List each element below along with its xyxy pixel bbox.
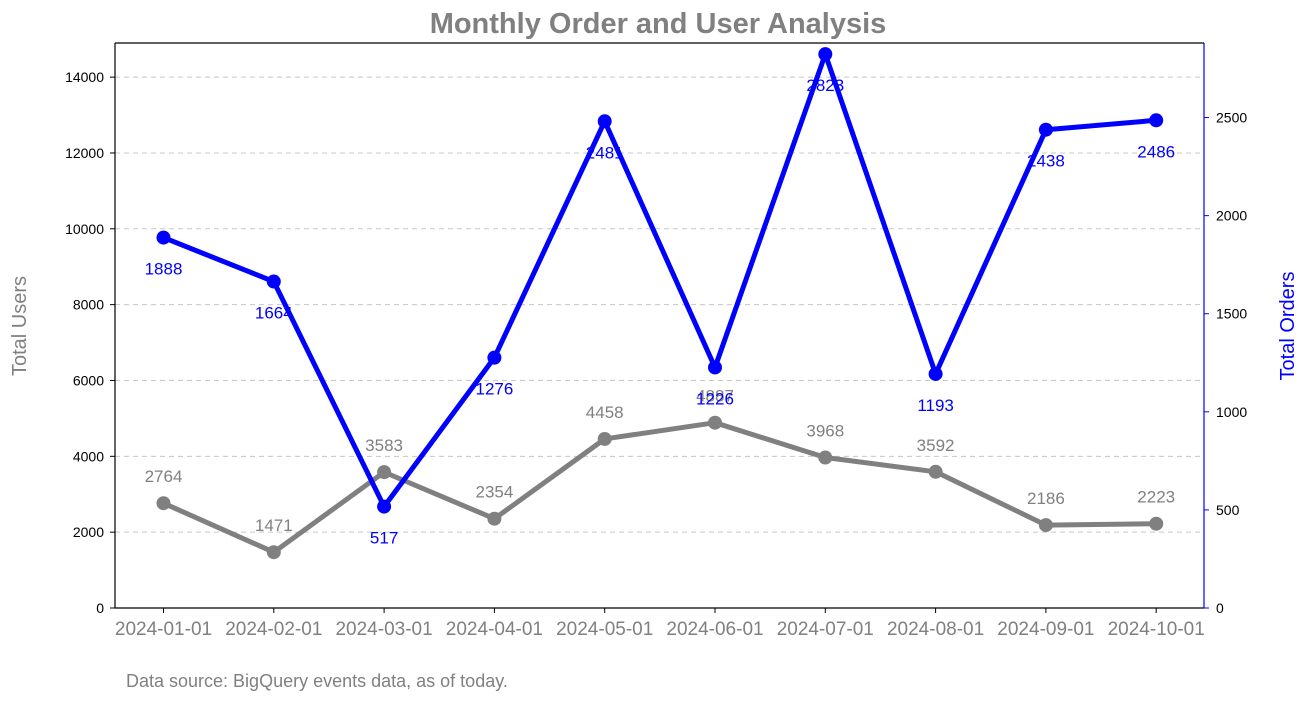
users-data-label: 3592	[917, 436, 955, 455]
x-tick-label: 2024-05-01	[556, 619, 653, 640]
users-point	[266, 545, 281, 560]
right-tick-label: 0	[1216, 600, 1224, 616]
users-line	[161, 420, 1159, 555]
x-axis-ticks: 2024-01-01 2024-02-01 2024-03-01 2024-04-01…	[115, 608, 1205, 640]
left-axis-ticks: 0 2000 4000 6000 8000 10000 12000 14000	[65, 69, 115, 616]
chart-title: Monthly Order and User Analysis	[430, 8, 887, 40]
users-point	[708, 415, 722, 430]
left-tick-label: 4000	[73, 448, 104, 464]
users-point	[1149, 516, 1164, 531]
users-point	[1038, 518, 1053, 533]
orders-data-label: 2438	[1027, 152, 1065, 171]
users-point	[377, 465, 392, 480]
y-axis-left-label: Total Users	[9, 276, 31, 376]
orders-data-label: 517	[370, 529, 398, 548]
orders-line	[161, 51, 1159, 510]
users-data-label: 3968	[806, 422, 844, 441]
left-tick-label: 8000	[73, 297, 104, 313]
left-tick-label: 10000	[65, 221, 104, 237]
data-labels: 2764 1471 3583 2354 4458 4887 3968 3592 2186 2223…	[145, 76, 1176, 547]
users-data-label: 2186	[1027, 489, 1065, 508]
axes	[114, 42, 1205, 609]
orders-point	[266, 274, 281, 289]
users-data-label: 1471	[255, 516, 293, 535]
users-data-label: 3583	[365, 436, 403, 455]
users-point	[818, 450, 833, 465]
left-tick-label: 2000	[73, 524, 104, 540]
footnote: Data source: BigQuery events data, as of…	[126, 671, 508, 691]
orders-point	[487, 350, 502, 365]
x-tick-label: 2024-10-01	[1108, 619, 1205, 640]
left-tick-label: 0	[96, 600, 104, 616]
orders-data-label: 2481	[586, 143, 624, 162]
orders-data-label: 1276	[475, 380, 513, 399]
users-point	[928, 464, 943, 479]
x-tick-label: 2024-04-01	[446, 619, 543, 640]
x-tick-label: 2024-09-01	[997, 619, 1094, 640]
users-point	[156, 496, 171, 511]
orders-data-label: 1664	[255, 304, 293, 323]
orders-point	[928, 366, 943, 381]
left-tick-label: 6000	[73, 372, 104, 388]
grid-lines	[115, 76, 1204, 533]
orders-data-label: 2823	[806, 76, 844, 95]
orders-point	[818, 47, 833, 62]
orders-data-label: 1888	[145, 260, 183, 279]
users-data-label: 4887	[696, 387, 734, 406]
y-axis-right-label: Total Orders	[1277, 272, 1299, 381]
users-point	[597, 431, 612, 446]
orders-data-label: 1226	[696, 389, 734, 408]
orders-point	[156, 230, 171, 245]
x-tick-label: 2024-01-01	[115, 619, 212, 640]
orders-data-label: 2486	[1137, 142, 1175, 161]
orders-point	[597, 114, 612, 129]
users-data-label: 4458	[586, 403, 624, 422]
users-data-label: 2354	[475, 483, 513, 502]
orders-point	[1149, 113, 1164, 128]
users-point	[487, 511, 502, 526]
users-data-label: 2223	[1137, 488, 1175, 507]
orders-data-label: 1193	[917, 396, 954, 415]
left-tick-label: 14000	[65, 69, 104, 85]
users-data-label: 2764	[145, 467, 183, 486]
right-tick-label: 1000	[1216, 404, 1247, 420]
series-layer	[156, 47, 1164, 560]
right-axis-ticks: 0 500 1000 1500 2000 2500	[1204, 110, 1247, 616]
right-tick-label: 2500	[1216, 110, 1247, 126]
x-tick-label: 2024-06-01	[666, 619, 763, 640]
right-tick-label: 1500	[1216, 306, 1247, 322]
x-tick-label: 2024-08-01	[887, 619, 984, 640]
right-tick-label: 2000	[1216, 208, 1247, 224]
orders-point	[708, 360, 722, 375]
orders-point	[377, 499, 392, 514]
left-tick-label: 12000	[65, 145, 104, 161]
x-tick-label: 2024-03-01	[335, 619, 432, 640]
x-tick-label: 2024-02-01	[225, 619, 322, 640]
right-tick-label: 500	[1216, 502, 1240, 518]
orders-point	[1038, 122, 1053, 137]
x-tick-label: 2024-07-01	[777, 619, 874, 640]
